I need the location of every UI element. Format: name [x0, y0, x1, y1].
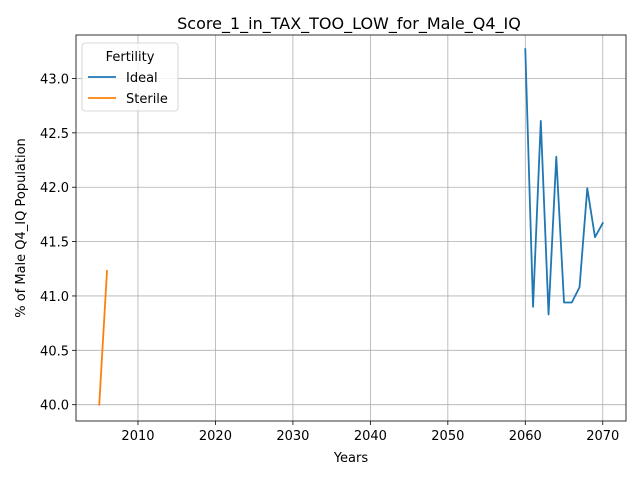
series-layer — [98, 48, 604, 406]
x-tick-label: 2010 — [121, 429, 154, 444]
x-axis-label: Years — [333, 451, 369, 466]
x-tick-label: 2070 — [586, 429, 619, 444]
legend-box — [81, 42, 179, 112]
y-tick-label: 41.0 — [40, 290, 69, 305]
y-tick-label: 42.0 — [40, 181, 69, 196]
y-tick-label: 40.5 — [40, 344, 69, 359]
x-tick-label: 2030 — [276, 429, 309, 444]
x-axis: 2010 2020 2030 2040 2050 2060 2070 — [121, 421, 619, 444]
x-tick-label: 2040 — [354, 429, 387, 444]
legend-label-sterile: Sterile — [126, 92, 168, 107]
y-axis-label: % of Male Q4_IQ Population — [14, 138, 29, 318]
plot-frame — [75, 34, 627, 422]
y-tick-label: 42.5 — [40, 127, 69, 142]
y-tick-label: 43.0 — [40, 72, 69, 87]
y-axis: 40.0 40.5 41.0 41.5 42.0 42.5 43.0 — [40, 72, 76, 414]
x-tick-label: 2050 — [431, 429, 464, 444]
legend: Fertility Ideal Sterile — [81, 42, 179, 112]
x-tick-label: 2060 — [509, 429, 542, 444]
y-tick-label: 40.0 — [40, 399, 69, 414]
chart-title: Score_1_in_TAX_TOO_LOW_for_Male_Q4_IQ — [177, 14, 521, 34]
series-line-sterile — [98, 269, 108, 406]
legend-label-ideal: Ideal — [126, 71, 158, 86]
series-line-ideal — [524, 48, 604, 316]
legend-title: Fertility — [106, 50, 155, 65]
x-tick-label: 2020 — [199, 429, 232, 444]
y-tick-label: 41.5 — [40, 236, 69, 251]
